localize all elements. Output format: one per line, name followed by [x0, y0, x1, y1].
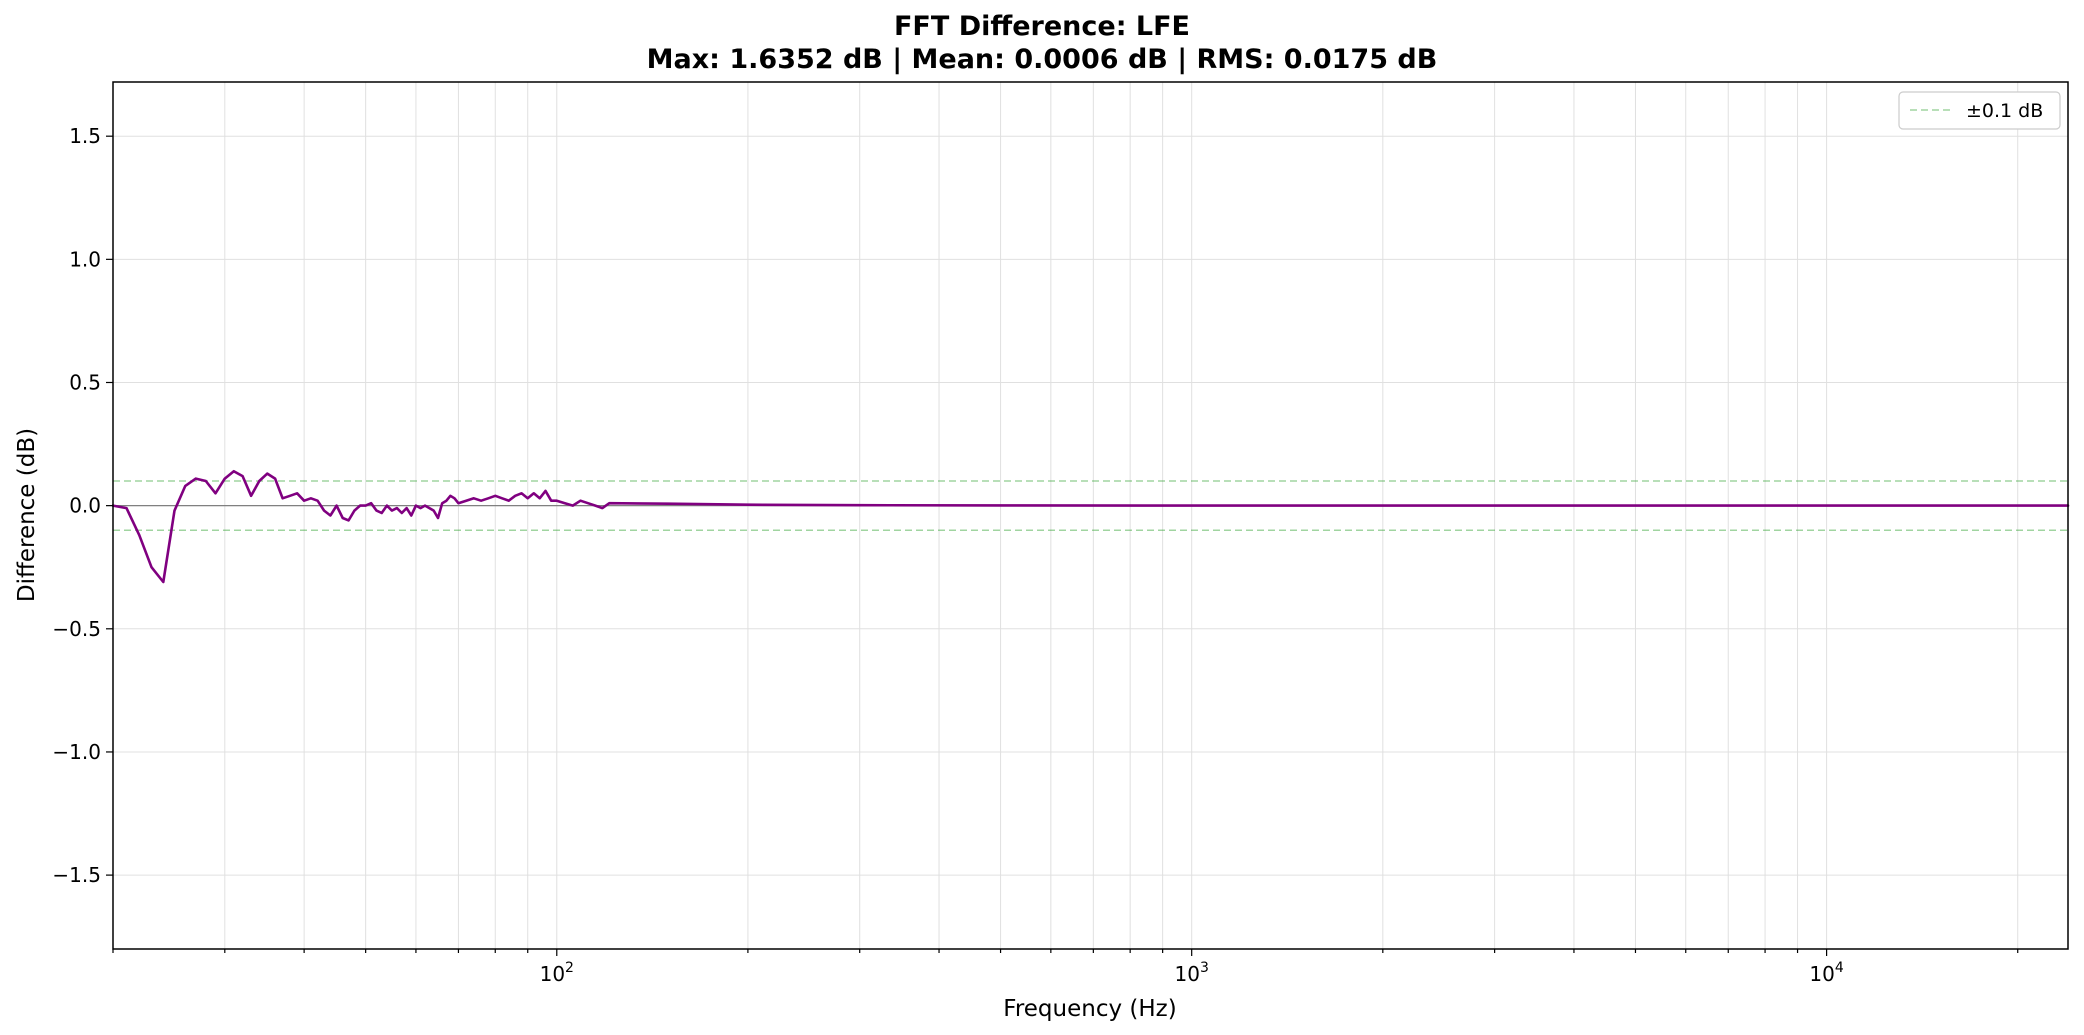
y-tick-label: −1.0 [52, 740, 101, 764]
legend: ±0.1 dB [1898, 91, 2061, 130]
x-axis-label: Frequency (Hz) [1003, 996, 1176, 1022]
y-tick-label: 0.0 [69, 494, 101, 518]
y-tick-label: 1.0 [69, 247, 101, 271]
chart-subtitle: Max: 1.6352 dB | Mean: 0.0006 dB | RMS: … [647, 44, 1438, 75]
y-tick-label: 1.5 [69, 124, 101, 148]
axis-ticks: 1.5 1.0 0.5 0.0 −0.5 −1.0 −1.5 102 103 104 [52, 124, 2019, 986]
series-layer [111, 469, 2070, 584]
plot-frame [112, 81, 2069, 950]
y-tick-label: −1.5 [52, 863, 101, 887]
legend-label-threshold: ±0.1 dB [1966, 100, 2043, 122]
difference-series-line [111, 469, 2070, 584]
y-axis-label: Difference (dB) [14, 428, 40, 602]
x-tick-label: 102 [540, 960, 574, 986]
y-tick-label: −0.5 [52, 617, 101, 641]
legend-box [1898, 91, 2061, 130]
chart-title: FFT Difference: LFE [894, 11, 1190, 42]
x-tick-label: 103 [1175, 960, 1209, 986]
x-tick-label: 104 [1809, 960, 1843, 986]
grid-lines [112, 82, 2068, 949]
y-tick-label: 0.5 [69, 370, 101, 394]
plot-background [113, 82, 2068, 949]
